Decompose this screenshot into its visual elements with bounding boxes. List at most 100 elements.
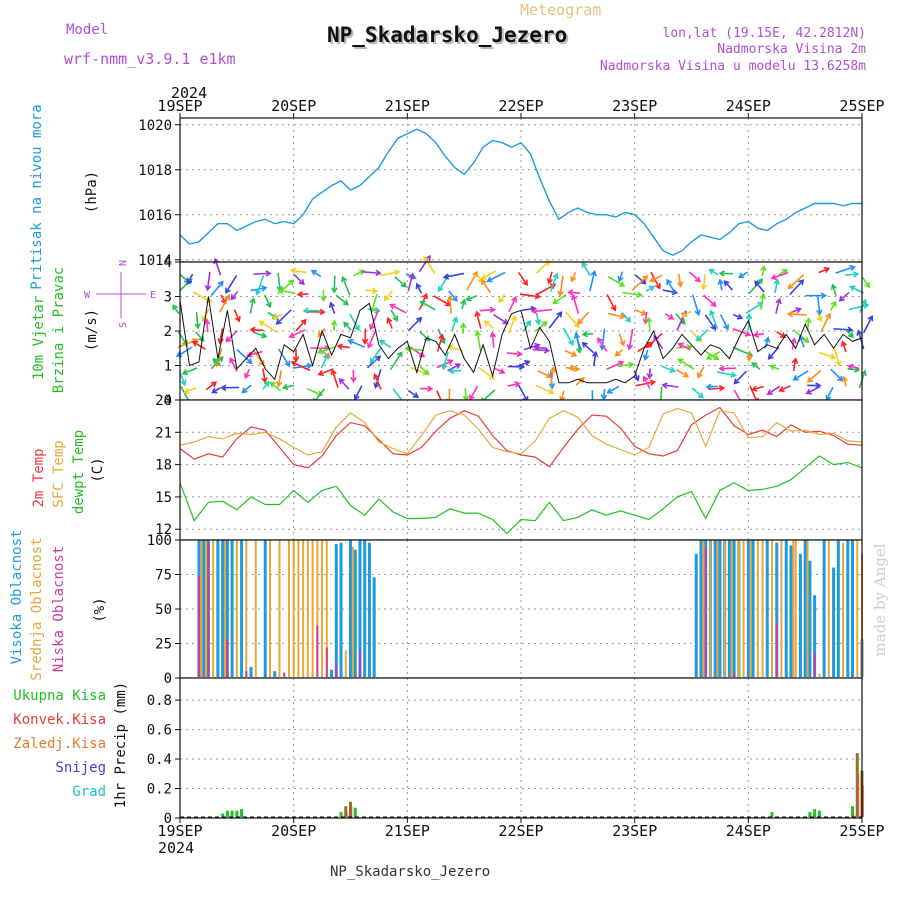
- wind-arrow: [277, 348, 291, 368]
- wind-arrow: [183, 386, 197, 394]
- wind-arrow: [549, 365, 557, 386]
- station-title: NP_Skadarsko_Jezero: [327, 23, 567, 47]
- cloud-low-bar: [245, 671, 248, 677]
- wind-arrow: [773, 278, 780, 294]
- cloud-high-bar: [803, 540, 807, 677]
- wind-arrow: [789, 279, 805, 296]
- cloud-unit: (%): [92, 597, 108, 622]
- precip-legend-item: Ukupna Kisa: [13, 688, 106, 704]
- wind-arrow: [709, 309, 719, 330]
- year-label-top: 2024: [171, 84, 207, 102]
- wind-arrow: [419, 366, 430, 376]
- wind-arrow: [695, 329, 709, 342]
- precip-legend-item: Grad: [72, 784, 106, 800]
- wind-arrow: [508, 314, 517, 334]
- cloud-low-bar: [207, 542, 210, 677]
- wind-arrow: [186, 273, 194, 286]
- cloud-mid-bar: [306, 540, 309, 677]
- wind-arrow: [310, 269, 322, 278]
- wind-arrow: [331, 275, 338, 294]
- temp-panel: 12 15 18 21 24: [155, 393, 863, 541]
- footer-station: NP_Skadarsko_Jezero: [330, 864, 490, 880]
- precip-total-bar: [339, 812, 343, 817]
- temp-plot-area: [180, 400, 862, 540]
- wind-arrow: [474, 310, 482, 329]
- cloud-low-bar: [775, 622, 778, 677]
- wind-arrow: [293, 273, 305, 286]
- wind-legend-e: E: [150, 290, 156, 301]
- wind-arrow: [607, 312, 626, 320]
- wind-arrow: [766, 385, 781, 395]
- wind-arrow: [451, 316, 459, 332]
- precip-plot-area: [180, 678, 862, 818]
- wind-arrow: [614, 348, 624, 357]
- wind-arrow: [533, 344, 548, 352]
- wind-arrow: [622, 291, 644, 298]
- wind-arrow: [861, 276, 871, 289]
- precip-total-bar: [221, 813, 225, 817]
- wind-arrow: [691, 387, 704, 399]
- wind-arrow: [408, 316, 423, 331]
- wind-arrow: [419, 300, 436, 311]
- wind-arrow: [567, 289, 581, 296]
- temp-sfc-line: [179, 407, 863, 456]
- cloud-low-bar: [283, 672, 286, 677]
- wind-arrow: [535, 384, 555, 395]
- wind-arrow: [577, 311, 590, 325]
- precip-conv-bar: [862, 785, 864, 817]
- wind-arrow: [705, 351, 721, 360]
- bottom-time-label: 25SEP: [839, 822, 884, 840]
- wind-arrow: [703, 294, 717, 308]
- wind-direction-legend: W E N S: [84, 260, 156, 328]
- wind-arrow: [645, 316, 653, 331]
- cloud-high-bar: [694, 553, 698, 677]
- wind-arrow: [420, 385, 434, 392]
- temp-unit: (C): [90, 457, 106, 482]
- cloud-high-bar: [732, 540, 736, 677]
- wind-arrow: [606, 360, 625, 371]
- wind-arrow: [562, 327, 574, 346]
- wind-arrow: [366, 329, 377, 349]
- precip-legend-item: Konvek.Kisa: [13, 712, 106, 728]
- cloud-mid-bar: [351, 546, 354, 677]
- wind-arrow: [172, 304, 180, 315]
- wind-legend-s: S: [118, 322, 129, 328]
- wind-arrow: [330, 368, 339, 388]
- precip-total-bar: [235, 810, 239, 817]
- wind-arrow: [220, 384, 240, 391]
- wind-arrow: [845, 329, 854, 339]
- wind-arrow: [634, 274, 647, 285]
- cloud-high-bar: [263, 540, 267, 677]
- top-time-label: 19SEP: [157, 97, 202, 115]
- pressure-unit: (hPa): [84, 171, 100, 213]
- wind-arrow: [697, 366, 705, 379]
- wind-arrow: [415, 282, 423, 294]
- cloud-high-bar: [832, 567, 836, 677]
- cloud-mid-bar: [245, 540, 248, 677]
- wind-arrow: [708, 268, 719, 276]
- cloud-high-bar: [765, 540, 769, 677]
- wind-arrow: [350, 369, 357, 384]
- cloud-mid-bar: [278, 540, 281, 677]
- wind-arrow: [573, 332, 582, 350]
- precip-tick-label: 0: [164, 811, 172, 827]
- cloud-high-bar: [334, 544, 338, 677]
- cloud-high-bar: [230, 540, 234, 677]
- wind-arrow: [258, 320, 278, 334]
- cloud-high-bar: [349, 540, 352, 677]
- wind-arrow: [498, 294, 506, 304]
- cloud-mid-label: Srednja Oblacnost: [29, 537, 45, 680]
- year-label-bottom: 2024: [158, 839, 194, 857]
- cloud-high-bar: [225, 540, 229, 677]
- wind-arrow: [661, 365, 676, 373]
- wind-arrow: [600, 388, 608, 401]
- wind-arrow: [369, 347, 382, 364]
- wind-arrow: [480, 270, 496, 280]
- wind-arrow: [203, 318, 211, 333]
- cloud-mid-bar: [297, 540, 300, 677]
- cloud-panel: 0 25 50 75 100: [147, 533, 864, 687]
- cloud-mid-bar: [321, 540, 324, 677]
- wind-arrow: [341, 275, 351, 296]
- wind-arrow: [642, 349, 650, 361]
- cloud-high-label: Visoka Oblacnost: [9, 530, 25, 665]
